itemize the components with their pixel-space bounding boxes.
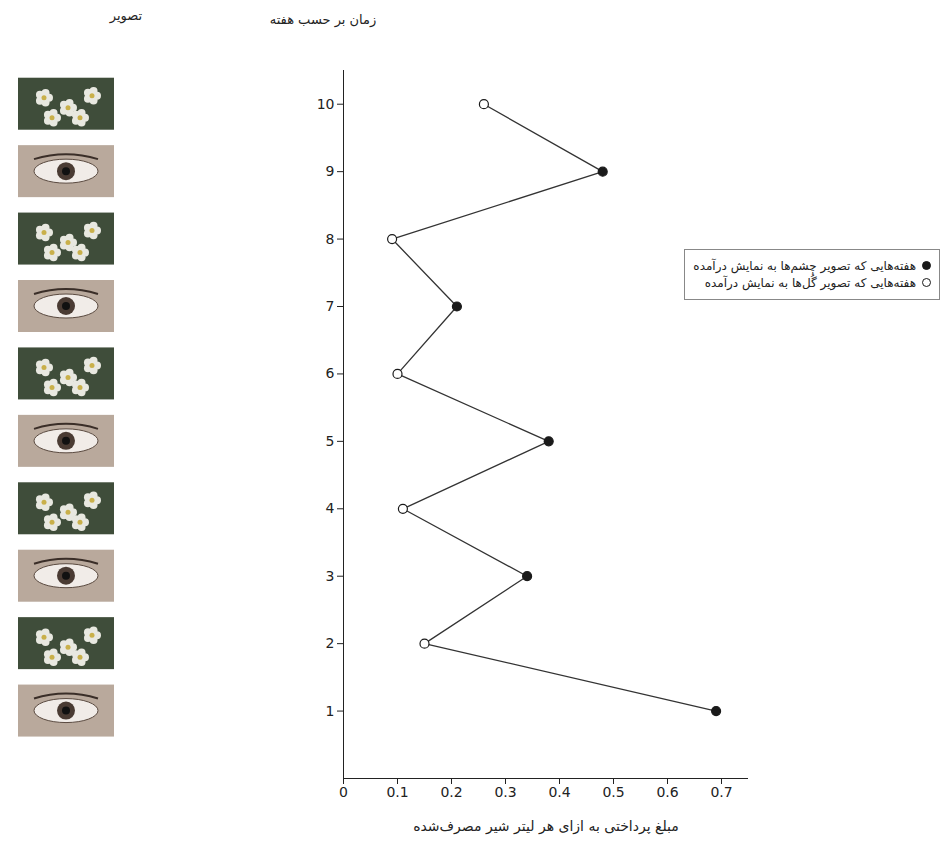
svg-text:0.6: 0.6 [656, 784, 678, 800]
svg-text:3: 3 [326, 568, 335, 584]
svg-text:1: 1 [326, 703, 335, 719]
svg-text:10: 10 [317, 96, 335, 112]
svg-text:7: 7 [326, 298, 335, 314]
html-text:هفته‌هایی که تصویر گُل‌ها به ن: هفته‌هایی که تصویر گُل‌ها به نمایش درآمد… [704, 275, 916, 290]
svg-text:0.2: 0.2 [440, 784, 462, 800]
svg-text:8: 8 [326, 231, 335, 247]
svg-text:مبلغ پرداختی به ازای هر لیتر ش: مبلغ پرداختی به ازای هر لیتر شیر مصرف‌شد… [413, 818, 679, 835]
html-text:تصویر: تصویر [109, 8, 143, 23]
svg-text:6: 6 [326, 365, 335, 381]
svg-text:0.1: 0.1 [386, 784, 408, 800]
svg-text:0.3: 0.3 [494, 784, 516, 800]
svg-text:0: 0 [339, 784, 348, 800]
svg-text:4: 4 [326, 500, 335, 516]
svg-text:0.4: 0.4 [548, 784, 570, 800]
svg-text:9: 9 [326, 163, 335, 179]
svg-text:0.5: 0.5 [602, 784, 624, 800]
svg-text:5: 5 [326, 433, 335, 449]
svg-text:0.7: 0.7 [710, 784, 732, 800]
html-text:هفته‌هایی که تصویر چشم‌ها به ن: هفته‌هایی که تصویر چشم‌ها به نمایش درآمد… [693, 258, 916, 273]
svg-text:2: 2 [326, 635, 335, 651]
html-text:زمان بر حسب هفته: زمان بر حسب هفته [269, 12, 377, 27]
